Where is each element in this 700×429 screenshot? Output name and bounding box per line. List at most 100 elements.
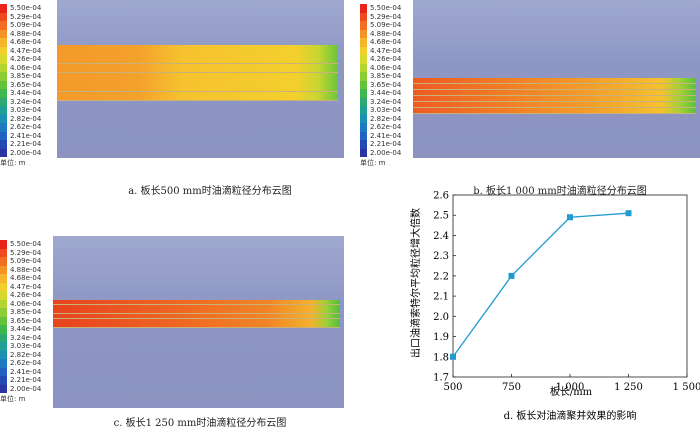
legend-entry: 3.24e-04 xyxy=(0,333,41,342)
y-tick-label: 2.2 xyxy=(433,271,449,282)
legend-label: 3.44e-04 xyxy=(10,89,42,97)
legend-swatch xyxy=(0,308,7,317)
legend-label: 3.24e-04 xyxy=(10,97,42,106)
y-tick-label: 2.0 xyxy=(433,312,449,323)
legend-entry: 5.50e-04 xyxy=(360,4,401,13)
legend-swatch xyxy=(360,140,367,149)
legend-entry: 5.09e-04 xyxy=(360,21,401,30)
legend-label: 2.21e-04 xyxy=(10,140,42,148)
legend-label: 4.26e-04 xyxy=(10,291,42,299)
legend-label: 3.24e-04 xyxy=(370,97,402,106)
legend-label: 5.50e-04 xyxy=(10,240,42,248)
x-tick-label: 750 xyxy=(502,382,521,393)
legend-swatch xyxy=(0,46,7,55)
legend-label: 5.29e-04 xyxy=(10,248,42,257)
legend-swatch xyxy=(0,367,7,376)
legend-swatch xyxy=(0,291,7,300)
x-tick-label: 500 xyxy=(443,382,462,393)
y-tick-label: 1.9 xyxy=(433,332,449,343)
plate-channel xyxy=(57,73,338,83)
legend-entry: 4.26e-04 xyxy=(0,291,41,300)
legend-swatch xyxy=(360,29,367,38)
legend-label: 5.09e-04 xyxy=(370,21,402,29)
legend-label: 4.26e-04 xyxy=(10,55,42,63)
plate-channel xyxy=(57,63,338,74)
legend-label: 2.82e-04 xyxy=(10,114,42,123)
y-tick-label: 1.8 xyxy=(433,352,449,363)
legend-entry: 3.24e-04 xyxy=(360,97,402,106)
legend-swatch xyxy=(0,316,7,325)
panel-caption: c. 板长1 250 mm时油滴粒径分布云图 xyxy=(113,418,287,429)
legend-label: 2.00e-04 xyxy=(10,384,42,393)
contour-panel-c: 5.50e-04 5.29e-04 5.09e-04 4.88e-04 4.68e-04… xyxy=(0,236,350,429)
contour-panel-a: 5.50e-04 5.29e-04 5.09e-04 4.88e-04 4.68e-04… xyxy=(0,0,350,200)
legend-swatch xyxy=(0,342,7,351)
legend-swatch xyxy=(0,97,7,106)
legend-label: 4.88e-04 xyxy=(370,29,402,38)
plate-channel xyxy=(57,82,338,92)
legend-entry: 3.44e-04 xyxy=(0,325,41,334)
contour-field xyxy=(53,236,344,408)
legend-entry: 2.62e-04 xyxy=(360,123,401,132)
contour-field xyxy=(57,0,344,158)
legend-swatch xyxy=(0,265,7,274)
legend-entry: 4.47e-04 xyxy=(0,282,42,291)
legend-label: 4.47e-04 xyxy=(10,282,42,291)
legend-entry: 5.50e-04 xyxy=(0,240,41,249)
data-point xyxy=(508,272,515,279)
legend-swatch xyxy=(360,38,367,47)
legend-unit: 单位: m xyxy=(360,159,386,167)
plate-channel xyxy=(413,90,696,97)
legend-label: 3.65e-04 xyxy=(370,80,402,89)
chart-ticks: 1.7 1.8 1.9 2.0 2.1 2.2 2.3 2.4 2.5 2.6 500 750 1 00… xyxy=(433,191,700,394)
legend-label: 2.62e-04 xyxy=(10,359,42,367)
legend-entry: 2.62e-04 xyxy=(0,359,41,368)
legend-label: 2.00e-04 xyxy=(370,148,402,157)
legend-entry: 3.65e-04 xyxy=(360,80,402,89)
legend-label: 2.82e-04 xyxy=(10,350,42,359)
legend-swatch xyxy=(360,4,367,13)
legend-swatch xyxy=(0,257,7,266)
legend-entry: 2.41e-04 xyxy=(0,367,41,376)
legend-label: 2.82e-04 xyxy=(370,114,402,123)
legend-entry: 5.29e-04 xyxy=(0,248,42,257)
chart-series xyxy=(450,210,632,360)
legend-entry: 2.21e-04 xyxy=(360,140,401,149)
plate-channel xyxy=(53,300,340,305)
legend-entry: 3.65e-04 xyxy=(0,80,41,89)
legend-swatch xyxy=(360,114,367,123)
plate-channel xyxy=(413,78,696,85)
legend-entry: 3.44e-04 xyxy=(360,89,401,98)
legend-label: 4.06e-04 xyxy=(10,63,42,72)
legend-swatch xyxy=(0,72,7,81)
legend-entry: 4.88e-04 xyxy=(360,29,402,38)
legend-entry: 3.03e-04 xyxy=(0,342,41,351)
x-tick-label: 1 000 xyxy=(556,382,585,393)
legend-label: 4.06e-04 xyxy=(370,63,402,72)
legend-swatch xyxy=(0,282,7,291)
legend-entry: 2.00e-04 xyxy=(0,148,41,157)
plate-channel xyxy=(413,102,696,109)
legend-entry: 4.06e-04 xyxy=(360,63,402,72)
legend-entry: 2.21e-04 xyxy=(0,376,41,385)
legend-swatch xyxy=(360,97,367,106)
legend-swatch xyxy=(360,123,367,132)
y-tick-label: 2.6 xyxy=(433,191,449,202)
legend-swatch xyxy=(0,240,7,249)
chart-axes xyxy=(452,194,688,378)
legend-label: 4.88e-04 xyxy=(10,265,42,274)
plate-channel xyxy=(413,84,696,91)
legend-entry: 3.03e-04 xyxy=(360,106,401,115)
legend-swatch xyxy=(360,63,367,72)
legend-label: 5.29e-04 xyxy=(10,12,42,21)
line-chart-panel: 1.7 1.8 1.9 2.0 2.1 2.2 2.3 2.4 2.5 2.6 500 750 1 00… xyxy=(395,185,700,425)
legend-entry: 3.85e-04 xyxy=(0,308,41,317)
legend-swatch xyxy=(0,274,7,283)
legend-swatch xyxy=(0,148,7,157)
legend-swatch xyxy=(0,359,7,368)
legend-label: 4.68e-04 xyxy=(10,38,42,46)
legend-swatch xyxy=(0,63,7,72)
legend-entry: 4.88e-04 xyxy=(0,265,42,274)
chart-caption: d. 板长对油滴聚并效果的影响 xyxy=(504,409,637,422)
legend-swatch xyxy=(360,21,367,30)
